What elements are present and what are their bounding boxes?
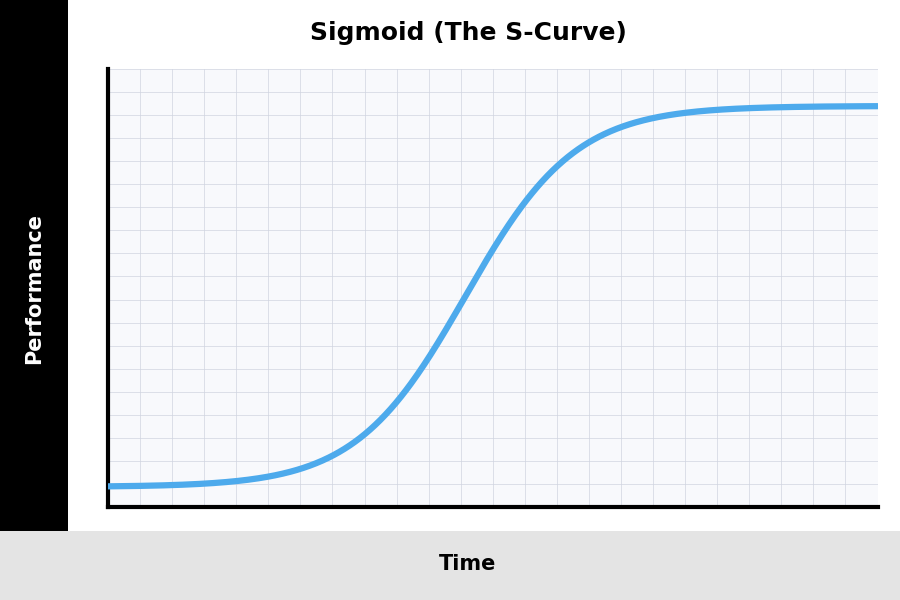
Text: Time: Time bbox=[439, 554, 497, 574]
Text: Performance: Performance bbox=[23, 212, 44, 364]
Text: Sigmoid (The S-Curve): Sigmoid (The S-Curve) bbox=[310, 21, 626, 45]
